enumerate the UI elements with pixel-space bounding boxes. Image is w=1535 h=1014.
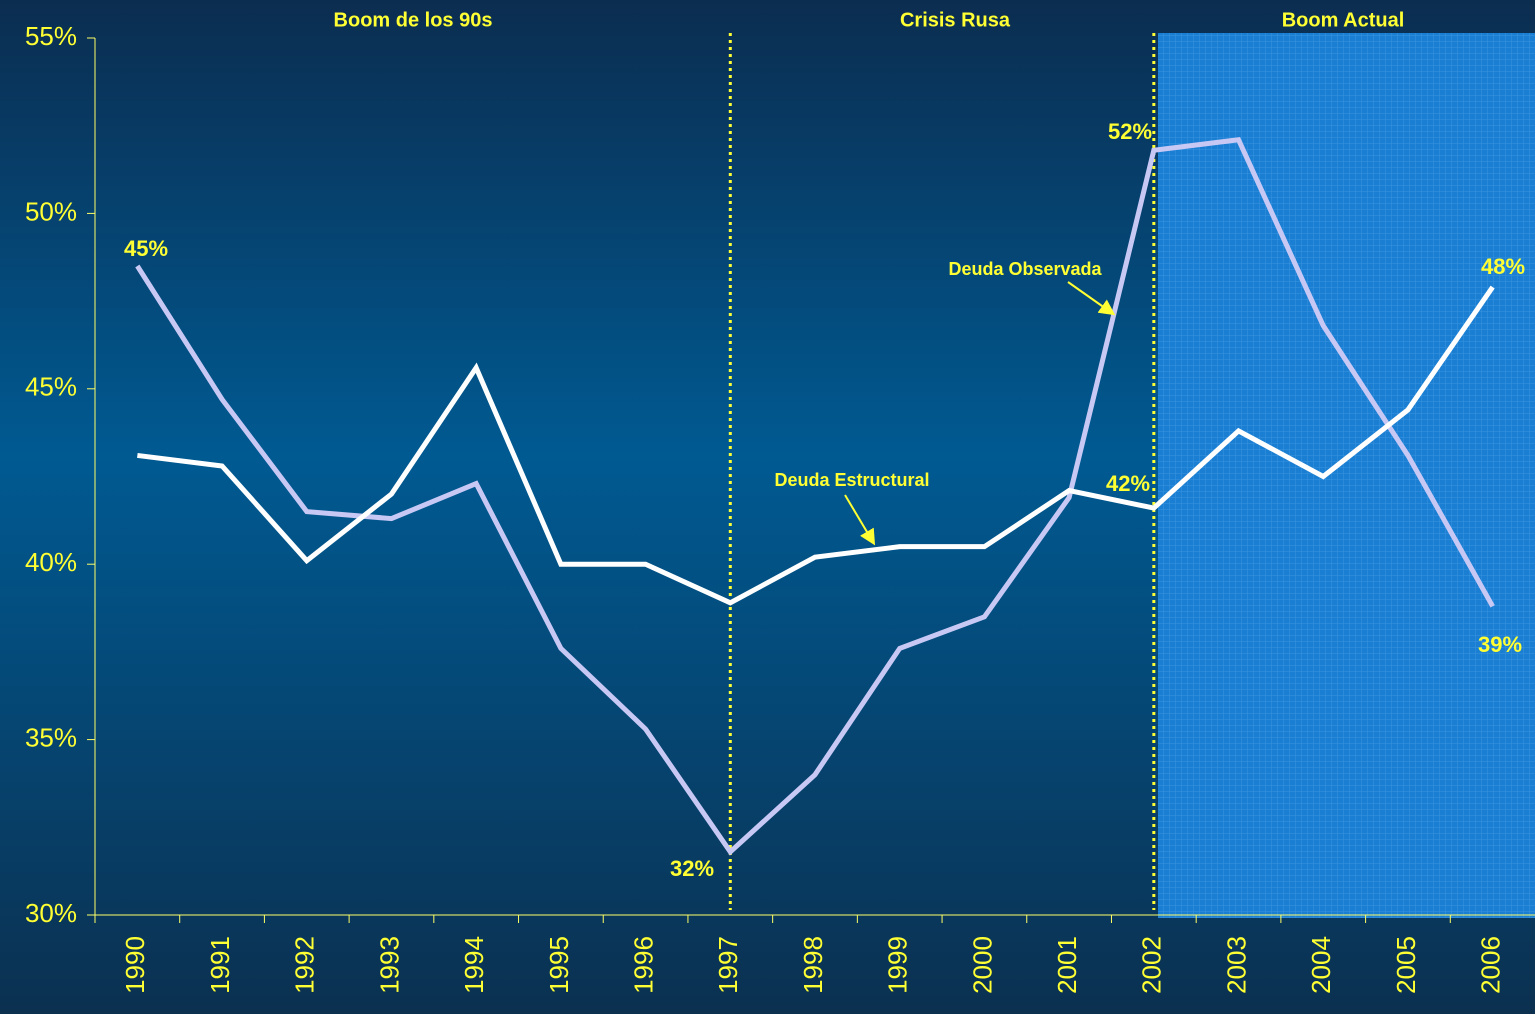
y-tick-label: 50%	[25, 196, 77, 226]
x-tick-label: 2004	[1306, 936, 1336, 994]
arrow	[1067, 281, 1116, 316]
y-tick-label: 40%	[25, 547, 77, 577]
y-tick-label: 55%	[25, 21, 77, 51]
period-label: Boom Actual	[1282, 9, 1405, 31]
series-label: Deuda Estructural	[774, 470, 929, 490]
x-tick-label: 1992	[290, 936, 320, 994]
x-tick-label: 1993	[374, 936, 404, 994]
shaded-region	[1158, 33, 1535, 918]
point-annotation: 48%	[1481, 254, 1525, 279]
x-tick-label: 1991	[205, 936, 235, 994]
x-tick-label: 1990	[120, 936, 150, 994]
x-tick-label: 1998	[798, 936, 828, 994]
point-annotation: 45%	[124, 236, 168, 261]
x-tick-label: 2000	[967, 936, 997, 994]
y-tick-label: 45%	[25, 372, 77, 402]
x-tick-label: 1995	[544, 936, 574, 994]
period-label: Crisis Rusa	[900, 9, 1011, 31]
x-tick-label: 1996	[628, 936, 658, 994]
x-tick-label: 2002	[1137, 936, 1167, 994]
point-annotation: 52%	[1108, 119, 1152, 144]
point-annotation: 32%	[670, 856, 714, 881]
arrow	[844, 494, 876, 546]
x-tick-label: 2001	[1052, 936, 1082, 994]
x-tick-label: 1994	[459, 936, 489, 994]
point-annotation: 42%	[1106, 471, 1150, 496]
x-tick-label: 1999	[883, 936, 913, 994]
series-label: Deuda Observada	[948, 259, 1102, 279]
y-tick-label: 30%	[25, 898, 77, 928]
period-label: Boom de los 90s	[334, 9, 493, 31]
x-tick-label: 2005	[1391, 936, 1421, 994]
x-tick-label: 2003	[1221, 936, 1251, 994]
series-line	[137, 285, 1495, 606]
y-tick-label: 35%	[25, 722, 77, 752]
point-annotation: 39%	[1478, 632, 1522, 657]
x-tick-label: 1997	[713, 936, 743, 994]
x-tick-label: 2006	[1476, 936, 1506, 994]
